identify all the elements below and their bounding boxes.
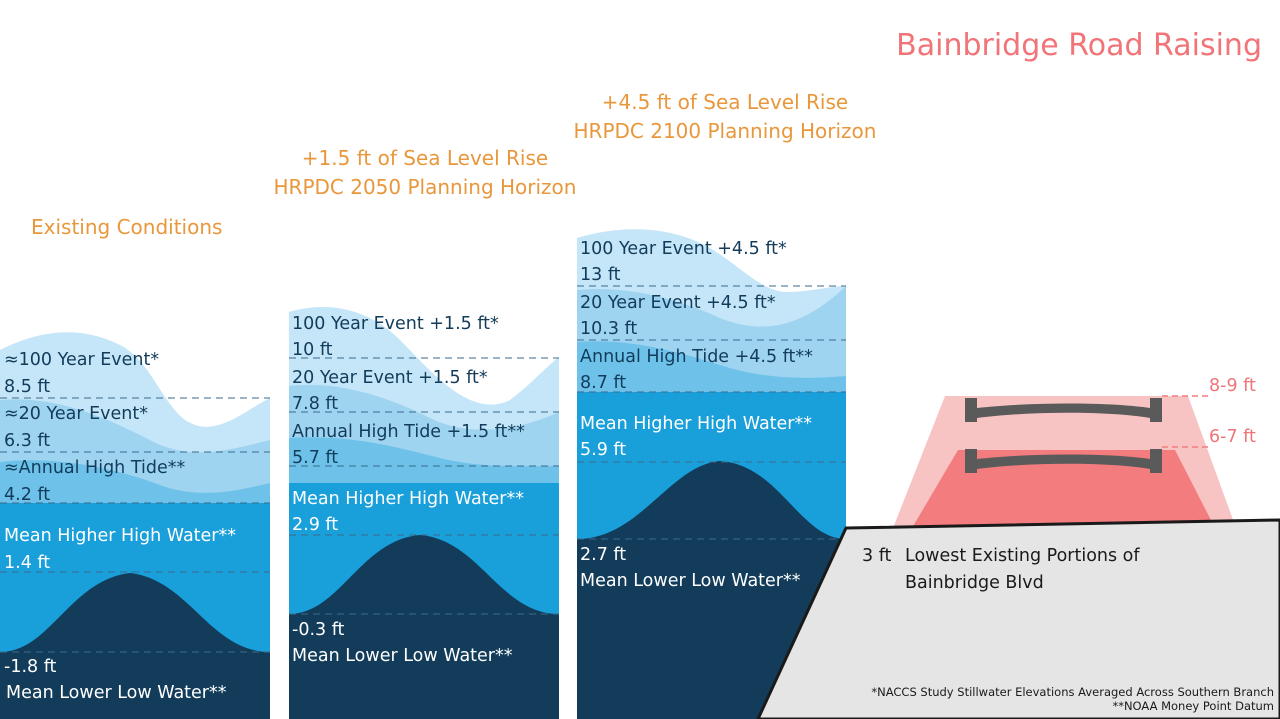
header-2100-line-1: +4.5 ft of Sea Level Rise — [601, 90, 849, 114]
col2-mllw-name: Mean Lower Low Water** — [292, 646, 513, 666]
col2-mllw-value: -0.3 ft — [292, 620, 345, 640]
header-existing-conditions: Existing Conditions — [31, 213, 222, 242]
page-title: Bainbridge Road Raising — [896, 28, 1262, 63]
col2-20yr-name: 20 Year Event +1.5 ft* — [292, 368, 488, 388]
existing-road-value: 3 ft — [862, 546, 892, 566]
col2-level-lines — [289, 357, 559, 615]
col1-mllw-band — [0, 573, 270, 719]
column-existing: ≈100 Year Event* 8.5 ft ≈20 Year Event* … — [0, 332, 270, 719]
col1-20yr-value: 6.3 ft — [4, 431, 50, 451]
col3-annual-name: Annual High Tide +4.5 ft** — [580, 347, 813, 367]
col3-mhhw-value: 5.9 ft — [580, 440, 626, 460]
col1-mhhw-name: Mean Higher High Water** — [4, 526, 236, 546]
road-dark-fill — [912, 450, 1215, 528]
col1-mllw-value: -1.8 ft — [4, 657, 57, 677]
column-2050: 100 Year Event +1.5 ft* 10 ft 20 Year Ev… — [289, 307, 559, 719]
col3-20yr-value: 10.3 ft — [580, 319, 637, 339]
col3-20yr-name: 20 Year Event +4.5 ft* — [580, 293, 776, 313]
col2-annual-value: 5.7 ft — [292, 448, 338, 468]
col1-mllw-name: Mean Lower Low Water** — [6, 683, 227, 703]
col3-mhhw-name: Mean Higher High Water** — [580, 414, 812, 434]
road-deck-lower — [965, 449, 1162, 473]
col1-annual-value: 4.2 ft — [4, 485, 50, 505]
col1-annual-name: ≈Annual High Tide** — [4, 458, 185, 478]
col2-100yr-name: 100 Year Event +1.5 ft* — [292, 314, 499, 334]
column-2100: 100 Year Event +4.5 ft* 13 ft 20 Year Ev… — [577, 229, 846, 719]
header-2050: +1.5 ft of Sea Level Rise HRPDC 2050 Pla… — [255, 144, 595, 202]
col1-level-lines — [0, 397, 270, 653]
col3-annual-value: 8.7 ft — [580, 373, 626, 393]
footnotes: *NACCS Study Stillwater Elevations Avera… — [871, 685, 1274, 713]
col2-annual-name: Annual High Tide +1.5 ft** — [292, 422, 525, 442]
col3-mllw-value: 2.7 ft — [580, 545, 626, 565]
col3-100yr-value: 13 ft — [580, 265, 621, 285]
existing-road-text-2: Bainbridge Blvd — [905, 573, 1044, 593]
col3-mllw-band — [577, 461, 846, 719]
header-2050-line-2: HRPDC 2050 Planning Horizon — [273, 175, 577, 199]
header-2050-line-1: +1.5 ft of Sea Level Rise — [301, 146, 549, 170]
road-lower-label: 6-7 ft — [1209, 427, 1256, 447]
ground-fill — [756, 518, 1280, 719]
road-section: 8-9 ft 6-7 ft 3 ft Lowest Existing Porti… — [756, 376, 1280, 719]
footnote-2: **NOAA Money Point Datum — [1112, 699, 1274, 713]
header-2100: +4.5 ft of Sea Level Rise HRPDC 2100 Pla… — [555, 88, 895, 146]
col2-20yr-value: 7.8 ft — [292, 394, 338, 414]
col1-mhhw-value: 1.4 ft — [4, 553, 50, 573]
road-upper-label: 8-9 ft — [1209, 376, 1256, 396]
header-existing-line-1: Existing Conditions — [31, 215, 223, 239]
col2-mhhw-value: 2.9 ft — [292, 515, 338, 535]
existing-road-text-1: Lowest Existing Portions of — [905, 546, 1140, 566]
col3-level-lines — [577, 285, 846, 540]
col1-100yr-value: 8.5 ft — [4, 377, 50, 397]
header-2100-line-2: HRPDC 2100 Planning Horizon — [573, 119, 877, 143]
col3-mllw-name: Mean Lower Low Water** — [580, 571, 801, 591]
col1-20yr-name: ≈20 Year Event* — [4, 404, 148, 424]
road-deck-upper — [965, 398, 1162, 422]
col1-100yr-name: ≈100 Year Event* — [4, 350, 159, 370]
col2-100yr-value: 10 ft — [292, 340, 333, 360]
col2-mllw-band — [289, 535, 559, 719]
col2-mhhw-name: Mean Higher High Water** — [292, 489, 524, 509]
col3-100yr-name: 100 Year Event +4.5 ft* — [580, 239, 787, 259]
footnote-1: *NACCS Study Stillwater Elevations Avera… — [871, 685, 1274, 699]
